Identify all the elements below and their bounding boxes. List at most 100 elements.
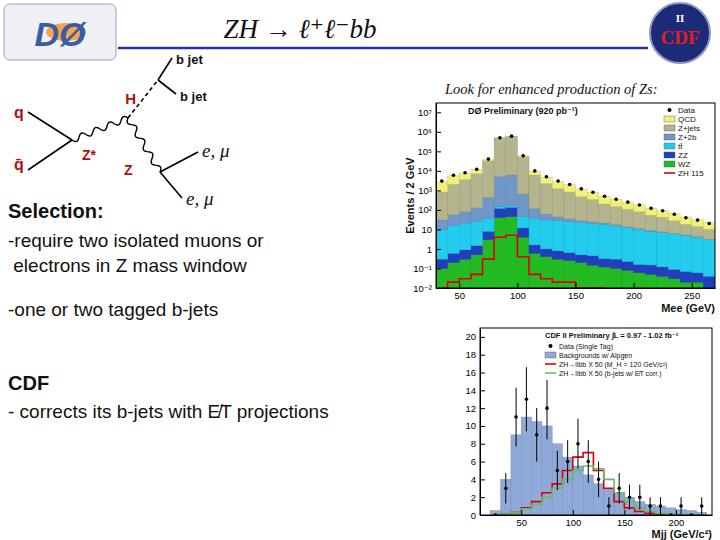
legend-label: QCD: [678, 115, 696, 124]
legend-label: WZ: [678, 160, 691, 169]
y-tick: 12: [465, 403, 485, 414]
bar: [471, 208, 483, 221]
plot-background: [436, 103, 715, 288]
bar: [436, 268, 448, 288]
x-tick: 50: [516, 510, 527, 528]
y-tick-mark: [480, 355, 485, 356]
bar: [703, 229, 715, 239]
data-point: [661, 209, 665, 213]
bar: [576, 221, 588, 223]
legend-background: [661, 105, 713, 180]
y-tick-mark: [436, 190, 441, 191]
legend-label: Data (Single Tag): [559, 343, 613, 351]
y-tick-label: 10⁶: [418, 126, 433, 137]
quark-line: [28, 112, 72, 140]
bar: [622, 261, 634, 270]
bar: [622, 270, 634, 288]
data-point: [696, 218, 700, 222]
y-tick-mark: [480, 373, 485, 374]
bar: [645, 215, 657, 230]
y-tick-mark: [480, 515, 485, 516]
bar: [634, 264, 646, 272]
data-point: [521, 154, 525, 158]
bar: [448, 263, 460, 288]
x-tick: 100: [510, 283, 526, 301]
bar: [552, 251, 564, 259]
bar: [494, 206, 506, 208]
y-tick-mark: [480, 497, 485, 498]
legend-swatch: [664, 172, 675, 174]
data-point: [580, 187, 584, 191]
bar: [599, 259, 611, 267]
bar: [680, 224, 692, 235]
y-tick-label: 10²: [418, 204, 432, 215]
x-tick: 200: [626, 283, 642, 301]
bar: [506, 175, 518, 205]
bar: [459, 259, 471, 288]
bar: [448, 226, 460, 254]
bar: [610, 268, 622, 288]
y-tick: 18: [465, 349, 485, 360]
plot-area: [490, 367, 707, 515]
bar: [506, 205, 518, 207]
data-point: [638, 495, 642, 499]
data-point: [649, 207, 653, 211]
selection-heading: Selection:: [8, 200, 104, 222]
bar: [587, 223, 599, 255]
y-axis-title: Events / 2 GeV: [404, 157, 416, 234]
bar: [573, 466, 583, 515]
plot-area: [436, 134, 715, 288]
x-tick-label: 200: [668, 517, 684, 528]
bar: [494, 218, 506, 288]
data-point: [566, 460, 570, 464]
data-point: [597, 478, 601, 482]
logo-left-frame: [4, 4, 116, 60]
x-tick-label: 150: [568, 290, 584, 301]
y-tick: 14: [465, 385, 485, 396]
y-tick-mark: [436, 288, 441, 289]
selection-line: electrons in Z mass window: [8, 255, 247, 276]
label-lepton: e, μ: [186, 188, 213, 209]
legend: DataQCDZ+jetsZ+2btt̄ZZWZZH 115: [661, 105, 713, 180]
bar: [657, 232, 669, 267]
y-tick-mark: [436, 210, 441, 211]
bar: [622, 209, 634, 227]
bar: [669, 279, 681, 288]
x-tick: 200: [668, 510, 684, 528]
label-zstar: Z*: [82, 147, 97, 163]
bar: [529, 245, 541, 253]
data-point: [556, 469, 560, 473]
data-point: [498, 136, 502, 140]
bar: [692, 273, 704, 282]
bar: [517, 216, 529, 228]
bar: [576, 255, 588, 263]
legend-swatch: [664, 161, 675, 167]
bar: [587, 256, 599, 265]
bar: [471, 255, 483, 288]
bar: [645, 274, 657, 288]
chart-title: DØ Preliminary (920 pb⁻¹): [468, 106, 578, 116]
y-tick-label: 12: [465, 403, 476, 414]
bar: [692, 226, 704, 236]
legend-label: ZH 115: [678, 169, 704, 178]
logo-right-disc: [650, 3, 710, 63]
bar: [680, 282, 692, 288]
logo-right-sub: II: [676, 12, 685, 24]
b-jet-line: [158, 80, 176, 94]
chart: 5010015020025010⁻²10⁻¹11010²10³10⁴10⁵10⁶…: [404, 103, 716, 314]
bar: [552, 444, 562, 515]
lepton-line: [160, 152, 198, 172]
bar: [680, 235, 692, 271]
bar: [576, 263, 588, 288]
bar: [564, 253, 576, 261]
x-tick: 150: [568, 283, 584, 301]
bar: [436, 229, 448, 259]
bar: [521, 417, 531, 515]
y-axis-line: [480, 329, 481, 516]
legend-label: ZZ: [678, 151, 688, 160]
data-point: [673, 212, 677, 216]
bar: [459, 223, 471, 250]
cdf-heading: CDF: [8, 372, 49, 394]
bar: [564, 221, 576, 252]
selection-line: -require two isolated muons or: [8, 230, 264, 251]
